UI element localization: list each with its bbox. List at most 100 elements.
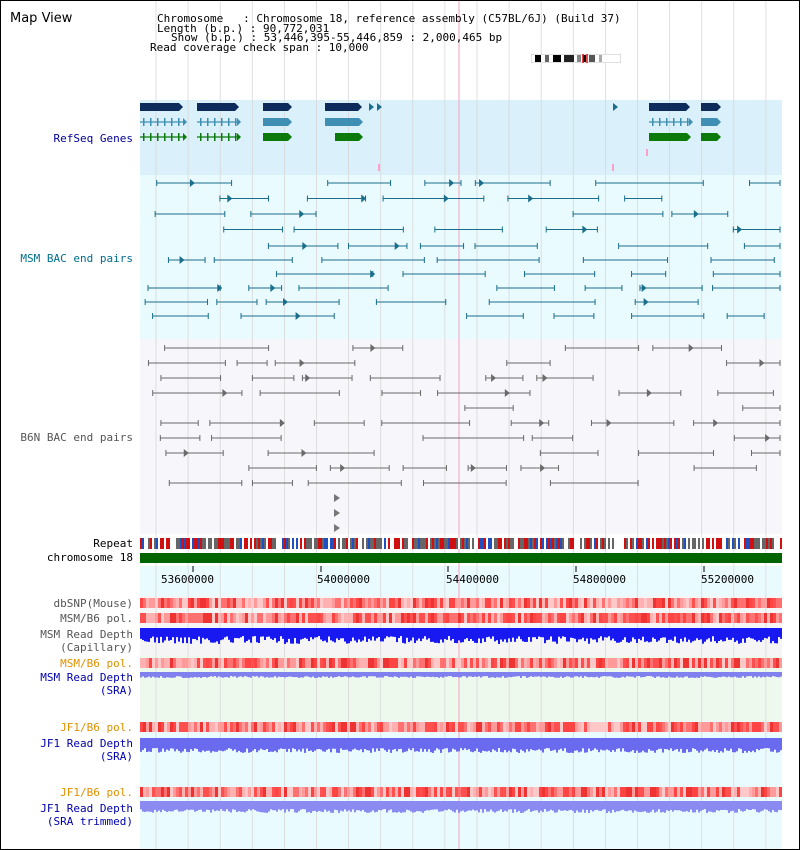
repeat-mark [278,538,280,549]
depth-bar [266,628,268,637]
depth-bar [238,628,240,639]
pol-cell [290,613,293,623]
pol-cell [701,658,704,668]
depth-bar [276,801,278,812]
depth-bar [608,738,610,751]
track-label-msm-b6-pol-sra[interactable]: MSM/B6 pol. [60,657,133,670]
dbsnp-cell [677,598,680,608]
track-label-msm-read-depth-cap[interactable]: MSM Read Depth [40,628,133,641]
repeat-mark [242,538,244,549]
depth-bar [196,628,198,641]
chromosome-ideogram[interactable] [531,54,621,63]
gene-arrow [687,133,691,141]
pol-cell [710,787,713,797]
depth-bar [302,738,304,749]
pol-cell [542,722,545,732]
depth-bar [700,801,702,811]
track-label-jf1-read-depth-1[interactable]: JF1 Read Depth [40,737,133,750]
depth-bar [528,628,530,638]
depth-bar [626,672,628,677]
pol-cell [407,613,410,623]
track-label-repeat[interactable]: Repeat [93,537,133,550]
depth-bar [572,801,574,811]
depth-bar [502,628,504,642]
pol-cell [533,658,536,668]
depth-bar [688,738,690,753]
repeat-mark [634,538,636,549]
track-label-dbsnp[interactable]: dbSNP(Mouse) [53,597,133,610]
b6n-bac-pair [305,374,311,382]
dbsnp-cell [461,598,464,608]
repeat-mark [208,538,210,549]
pol-cell [389,722,392,732]
repeat-mark [708,538,710,549]
depth-bar [350,672,352,678]
depth-bar [220,738,222,751]
gene-exon [666,118,668,126]
depth-bar [430,628,432,642]
pol-cell [689,613,692,623]
repeat-mark [702,538,704,549]
pol-cell [566,787,569,797]
pol-cell [521,658,524,668]
depth-bar [684,672,686,677]
depth-bar [592,801,594,812]
depth-bar [576,801,578,811]
pol-cell [464,722,467,732]
track-label-msm-bac[interactable]: MSM BAC end pairs [20,252,133,265]
repeat-mark [710,538,712,549]
repeat-mark [206,538,208,549]
depth-bar [712,738,714,751]
pol-cell [278,787,281,797]
pol-cell [608,787,611,797]
pol-cell [746,722,749,732]
track-label-jf1-b6-pol-2[interactable]: JF1/B6 pol. [60,786,133,799]
repeat-mark [482,538,484,549]
pol-cell [587,722,590,732]
depth-bar [758,628,760,641]
pol-cell [308,613,311,623]
track-label-chromosome[interactable]: chromosome 18 [46,551,133,564]
depth-bar [552,801,554,811]
track-label-jf1-read-depth-2[interactable]: JF1 Read Depth [40,802,133,815]
pol-cell [245,787,248,797]
pol-cell [221,658,224,668]
depth-bar [762,628,764,640]
pol-cell [446,658,449,668]
depth-bar [742,672,744,677]
depth-bar [678,628,680,644]
repeat-mark [392,538,394,549]
depth-bar [642,738,644,751]
depth-bar [766,738,768,749]
repeat-mark [490,538,492,549]
track-label-refseq-genes[interactable]: RefSeq Genes [53,132,133,145]
depth-bar [380,672,382,678]
track-label-jf1-b6-pol-1[interactable]: JF1/B6 pol. [60,721,133,734]
depth-bar [360,738,362,750]
depth-bar [672,672,674,678]
track-label-msm-b6-pol[interactable]: MSM/B6 pol. [60,612,133,625]
pol-cell [209,613,212,623]
depth-bar [592,738,594,751]
repeat-mark [178,538,180,549]
pol-cell [518,722,521,732]
depth-bar [430,738,432,753]
repeat-mark [368,538,370,549]
pol-cell [551,787,554,797]
pol-cell [482,722,485,732]
dbsnp-cell [725,598,728,608]
depth-bar [708,672,710,677]
pol-cell [338,658,341,668]
pol-cell [248,658,251,668]
repeat-mark [610,538,612,549]
depth-bar [294,628,296,638]
pol-cell [638,722,641,732]
pol-cell [479,722,482,732]
track-label-msm-read-depth-sra[interactable]: MSM Read Depth [40,671,133,684]
dbsnp-cell [743,598,746,608]
track-label-b6n-bac[interactable]: B6N BAC end pairs [20,431,133,444]
depth-bar [484,801,486,810]
pol-cell [641,658,644,668]
depth-bar [648,738,650,750]
